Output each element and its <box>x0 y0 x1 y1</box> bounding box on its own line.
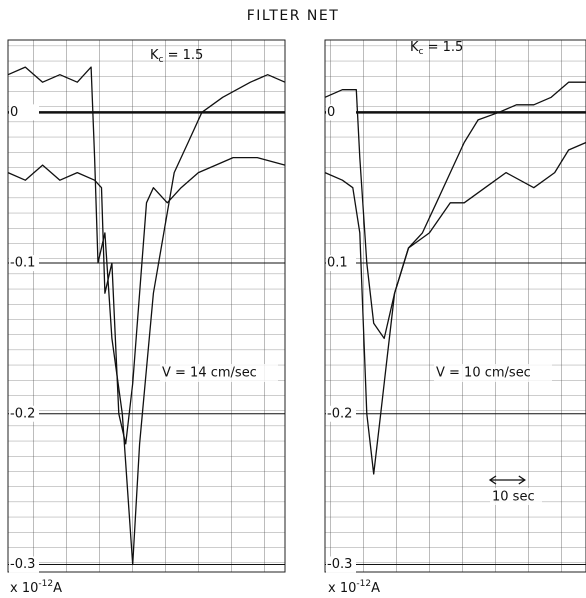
tick-label-bg <box>9 556 39 573</box>
tick-label-bg <box>326 104 356 121</box>
annotation-part: K <box>150 48 159 63</box>
annotation-part: c <box>419 47 424 57</box>
unit-label: x 10-12A <box>328 579 380 596</box>
annotation-bg <box>434 364 552 382</box>
trace <box>7 156 286 445</box>
annotation-part: = 1.5 <box>163 48 203 63</box>
chart-paper <box>324 39 586 573</box>
annotation-part: c <box>159 55 164 65</box>
y-tick-label: -0.2 <box>10 406 35 421</box>
unit-part: A <box>371 581 380 596</box>
tick-label-bg <box>9 104 39 121</box>
chart-paper <box>7 39 286 573</box>
tick-label-bg <box>326 255 356 272</box>
annotation-part: K <box>410 40 419 55</box>
unit-part: -12 <box>356 579 371 589</box>
annotation-velocity: V = 10 cm/sec <box>436 366 531 381</box>
y-tick-label: -0.1 <box>10 256 35 271</box>
unit-part: x 10 <box>328 581 356 596</box>
y-tick-label: -0.3 <box>10 557 35 572</box>
unit-part: x 10 <box>10 581 38 596</box>
scale-bar-label: 10 sec <box>492 490 535 505</box>
unit-label: x 10-12A <box>10 579 62 596</box>
y-tick-label: -0.3 <box>327 557 352 572</box>
annotation-part: = 1.5 <box>423 40 463 55</box>
annotation-bg <box>490 488 542 505</box>
tick-label-bg <box>9 405 39 422</box>
trace <box>324 141 586 475</box>
trace <box>324 81 586 340</box>
annotation-bg <box>160 364 278 382</box>
unit-part: A <box>53 581 62 596</box>
tick-label-bg <box>9 255 39 272</box>
scale-bar-arrows <box>488 475 526 485</box>
annotation-kc: Kc = 1.5 <box>150 48 203 65</box>
figure-title: FILTER NET <box>247 8 340 24</box>
annotation-kc: Kc = 1.5 <box>410 40 463 57</box>
y-tick-label: 0 <box>327 105 335 120</box>
tick-label-bg <box>326 405 356 422</box>
trace <box>7 66 286 566</box>
y-tick-label: 0.1 <box>327 256 348 271</box>
tick-label-bg <box>326 556 356 573</box>
y-tick-label: 0 <box>10 105 18 120</box>
y-tick-label: -0.2 <box>327 406 352 421</box>
unit-part: -12 <box>38 579 53 589</box>
annotation-velocity: V = 14 cm/sec <box>162 366 257 381</box>
